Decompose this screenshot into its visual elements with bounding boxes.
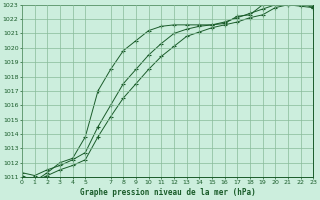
X-axis label: Graphe pression niveau de la mer (hPa): Graphe pression niveau de la mer (hPa)	[80, 188, 255, 197]
